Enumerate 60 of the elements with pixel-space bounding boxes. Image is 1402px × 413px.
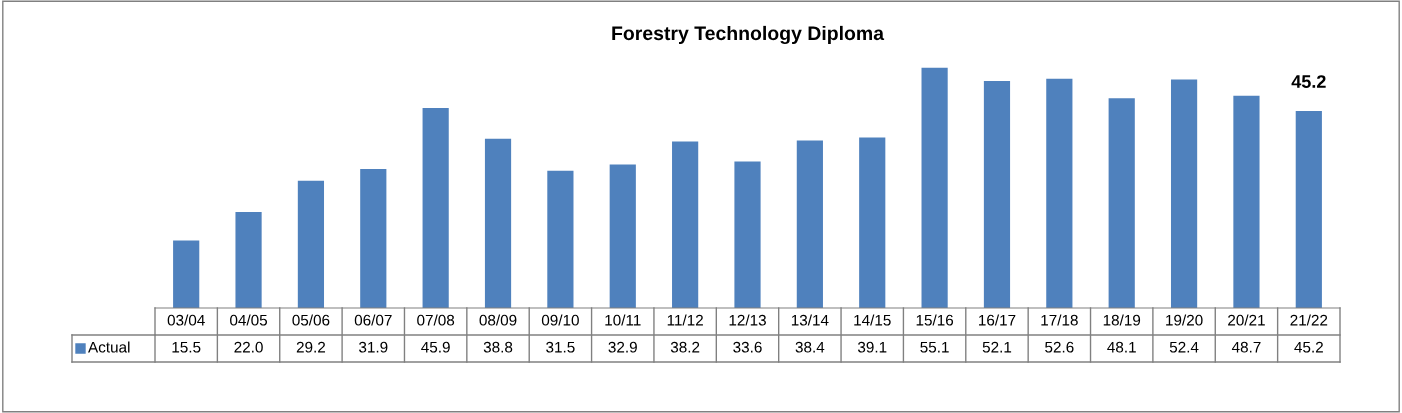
data-label: 45.2	[1294, 341, 1323, 353]
bar	[297, 180, 325, 308]
data-label: 38.4	[795, 341, 825, 353]
x-tick-label: 05/06	[292, 314, 330, 326]
x-tick-label: 11/12	[667, 314, 703, 326]
data-label: 31.9	[359, 341, 388, 353]
bar	[1295, 110, 1322, 308]
bar	[547, 170, 574, 308]
x-tick-label: 15/16	[916, 314, 954, 326]
x-tick-label: 08/09	[479, 314, 517, 326]
x-tick-label: 10/11	[605, 314, 641, 326]
bar	[173, 240, 200, 308]
bar	[921, 67, 948, 308]
data-label: 39.1	[857, 341, 887, 353]
data-label: 48.1	[1107, 341, 1136, 353]
data-label: 38.2	[670, 341, 700, 353]
x-tick-label: 21/22	[1290, 314, 1328, 326]
data-label: 52.6	[1045, 341, 1074, 353]
x-tick-label: 03/04	[167, 314, 205, 326]
legend-label: Actual	[88, 341, 130, 353]
x-tick-label: 06/07	[354, 314, 392, 326]
x-tick-label: 12/13	[729, 314, 766, 326]
data-label: 52.4	[1169, 341, 1199, 353]
bar	[1170, 79, 1198, 308]
data-label: 15.5	[172, 341, 201, 353]
x-tick-label: 16/17	[979, 314, 1016, 326]
data-label: 48.7	[1231, 341, 1261, 353]
data-label: 55.1	[920, 341, 949, 353]
data-label: 33.6	[733, 341, 762, 353]
data-label: 32.9	[608, 341, 637, 353]
bar	[859, 137, 886, 308]
data-label: 31.5	[546, 341, 575, 353]
data-label: 52.1	[982, 341, 1012, 353]
annotation: 45.2	[1291, 75, 1326, 88]
x-tick-label: 19/20	[1166, 314, 1203, 326]
bar	[672, 141, 699, 308]
chart-title: Forestry Technology Diploma	[612, 25, 885, 45]
bar	[734, 161, 761, 308]
x-tick-label: 20/21	[1228, 314, 1265, 326]
bar	[1046, 78, 1073, 308]
x-tick-label: 09/10	[541, 314, 579, 326]
data-label: 22.0	[234, 341, 263, 353]
bar	[235, 212, 262, 308]
x-tick-label: 18/19	[1103, 314, 1141, 326]
bar	[796, 140, 823, 308]
bar	[422, 107, 449, 308]
bar	[983, 80, 1011, 308]
bar	[609, 164, 636, 308]
bar	[1233, 95, 1260, 308]
x-tick-label: 13/14	[791, 314, 829, 326]
bar	[484, 138, 512, 308]
x-tick-label: 04/05	[230, 314, 268, 326]
x-tick-label: 14/15	[854, 314, 891, 326]
data-label: 45.9	[421, 341, 450, 353]
x-tick-label: 07/08	[417, 314, 455, 326]
data-label: 38.8	[483, 341, 513, 353]
bar	[360, 168, 387, 308]
data-label: 29.2	[296, 341, 326, 353]
bar	[1108, 98, 1135, 308]
x-tick-label: 17/18	[1041, 314, 1078, 326]
